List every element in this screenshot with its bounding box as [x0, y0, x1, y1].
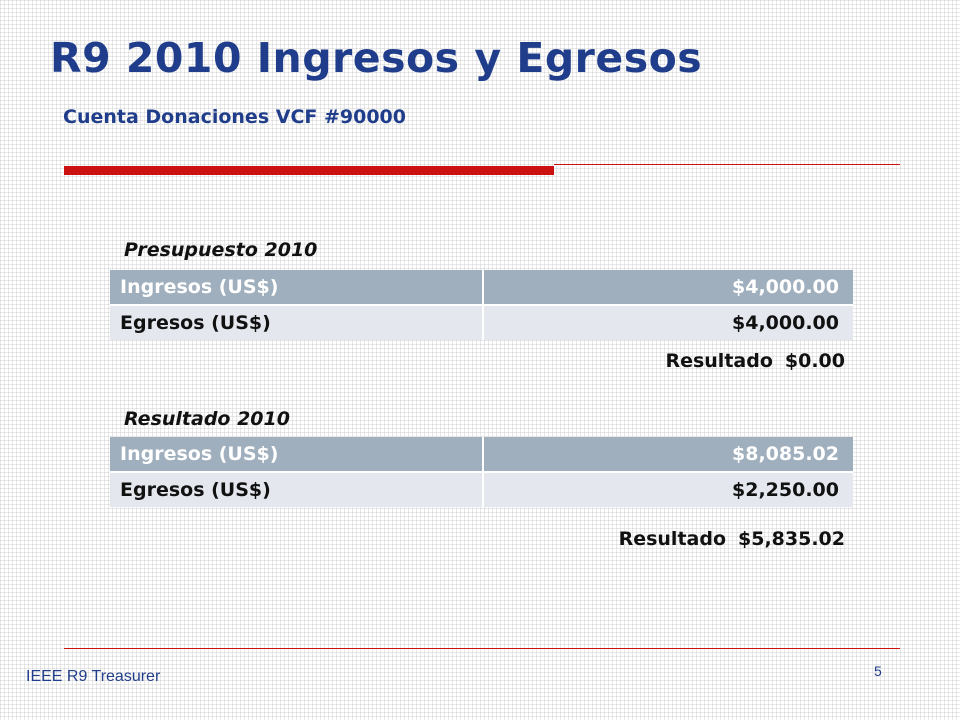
footer-rule — [64, 648, 900, 649]
budget-table: Ingresos (US$) $4,000.00 Egresos (US$) $… — [110, 270, 853, 340]
budget-expense-label: Egresos (US$) — [110, 306, 484, 340]
actual-income-value: $8,085.02 — [484, 437, 853, 473]
actual-table: Ingresos (US$) $8,085.02 Egresos (US$) $… — [110, 437, 853, 507]
budget-expense-value: $4,000.00 — [484, 306, 853, 340]
slide-title: R9 2010 Ingresos y Egresos — [50, 34, 703, 82]
budget-heading: Presupuesto 2010 — [124, 239, 318, 261]
page-number: 5 — [874, 663, 882, 679]
title-rule-thin — [554, 164, 900, 165]
budget-income-value: $4,000.00 — [484, 270, 853, 306]
actual-expense-label: Egresos (US$) — [110, 473, 484, 507]
actual-heading: Resultado 2010 — [124, 408, 290, 430]
footer-text: IEEE R9 Treasurer — [26, 668, 161, 685]
actual-income-label: Ingresos (US$) — [110, 437, 484, 473]
budget-result-value: $0.00 — [784, 350, 845, 372]
title-rule-thick — [64, 166, 554, 175]
actual-result: Resultado $5,835.02 — [619, 528, 845, 550]
actual-result-value: $5,835.02 — [738, 528, 845, 550]
slide-subtitle: Cuenta Donaciones VCF #90000 — [63, 106, 407, 128]
actual-expense-value: $2,250.00 — [484, 473, 853, 507]
actual-row-income: Ingresos (US$) $8,085.02 — [110, 437, 853, 473]
budget-row-income: Ingresos (US$) $4,000.00 — [110, 270, 853, 306]
budget-result-label: Resultado — [665, 350, 773, 372]
actual-row-expense: Egresos (US$) $2,250.00 — [110, 473, 853, 507]
budget-income-label: Ingresos (US$) — [110, 270, 484, 306]
budget-row-expense: Egresos (US$) $4,000.00 — [110, 306, 853, 340]
budget-result: Resultado $0.00 — [665, 350, 845, 372]
actual-result-label: Resultado — [618, 528, 727, 550]
